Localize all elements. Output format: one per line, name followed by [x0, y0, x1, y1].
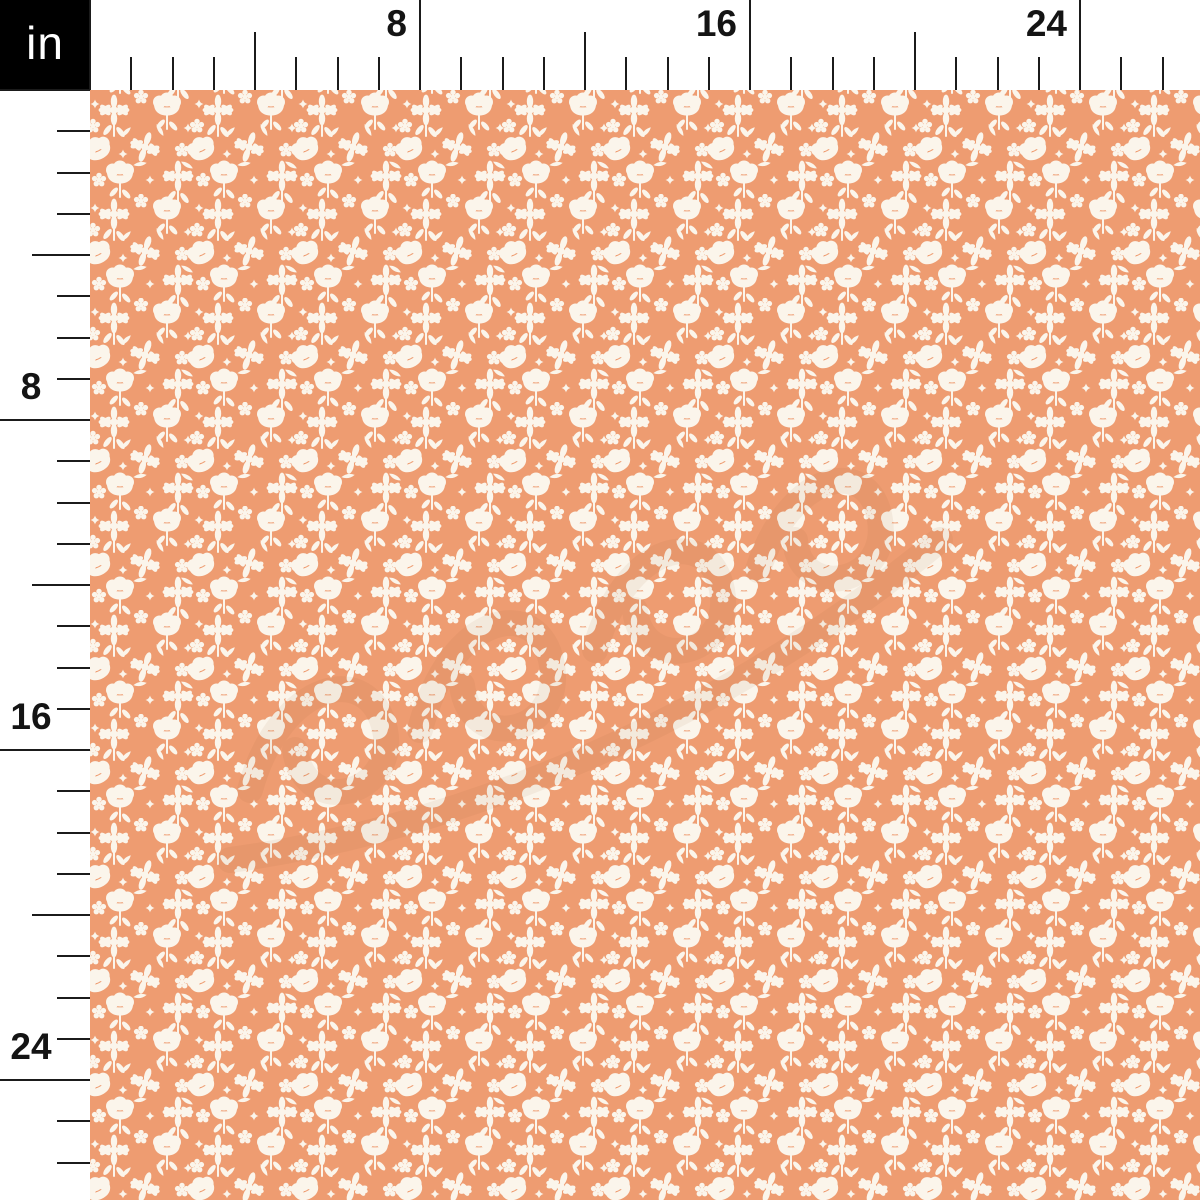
- watermark: [217, 467, 953, 873]
- tick-mark: [377, 57, 380, 90]
- tick-mark: [57, 831, 90, 834]
- tick-mark: [57, 171, 90, 174]
- tick-mark: [212, 57, 215, 90]
- tick-mark: [460, 57, 463, 90]
- ruler-label: 16: [695, 3, 737, 44]
- tick-mark: [336, 57, 339, 90]
- tick-mark: [57, 212, 90, 215]
- tick-mark: [57, 955, 90, 958]
- tick-mark: [1120, 57, 1123, 90]
- tick-mark: [790, 57, 793, 90]
- tick-mark: [57, 1037, 90, 1040]
- tick-mark: [419, 0, 421, 90]
- tick-mark: [542, 57, 545, 90]
- tick-mark: [57, 130, 90, 133]
- ruler-label: 16: [10, 696, 52, 737]
- tick-mark: [1161, 57, 1164, 90]
- tick-mark: [57, 1120, 90, 1123]
- tick-mark: [57, 295, 90, 298]
- ruler-label: 8: [20, 366, 42, 407]
- tick-mark: [57, 542, 90, 545]
- tick-mark: [130, 57, 133, 90]
- ruler-label: 24: [10, 1026, 52, 1067]
- tick-mark: [32, 914, 90, 916]
- tick-mark: [707, 57, 710, 90]
- tick-mark: [955, 57, 958, 90]
- tick-mark: [254, 32, 256, 90]
- tick-mark: [625, 57, 628, 90]
- tick-mark: [57, 1161, 90, 1164]
- tick-mark: [0, 89, 90, 91]
- ruler-label: 24: [1025, 3, 1067, 44]
- tick-mark: [57, 872, 90, 875]
- tick-mark: [57, 666, 90, 669]
- tick-mark: [32, 584, 90, 586]
- tick-mark: [831, 57, 834, 90]
- tick-mark: [584, 32, 586, 90]
- tick-mark: [1037, 57, 1040, 90]
- tick-mark: [749, 0, 751, 90]
- unit-label-box: in: [0, 0, 90, 90]
- tick-mark: [0, 419, 90, 421]
- tick-mark: [914, 32, 916, 90]
- tick-mark: [1079, 0, 1081, 90]
- tick-mark: [57, 460, 90, 463]
- tick-mark: [57, 501, 90, 504]
- floral-pattern-svg: [90, 90, 1200, 1200]
- floral-pattern-fill: [90, 90, 1200, 1200]
- tick-mark: [57, 707, 90, 710]
- tick-mark: [501, 57, 504, 90]
- tick-mark: [171, 57, 174, 90]
- tick-mark: [0, 1079, 90, 1081]
- tick-mark: [57, 625, 90, 628]
- tick-mark: [32, 254, 90, 256]
- tick-mark: [57, 996, 90, 999]
- tick-mark: [996, 57, 999, 90]
- tick-mark: [666, 57, 669, 90]
- fabric-swatch-preview: [90, 90, 1200, 1200]
- tick-mark: [872, 57, 875, 90]
- tick-mark: [0, 749, 90, 751]
- tick-mark: [89, 0, 91, 90]
- ruler-top: 8 16 24: [89, 0, 1200, 90]
- tick-mark: [57, 377, 90, 380]
- ruler-label: 8: [386, 3, 407, 44]
- tick-mark: [295, 57, 298, 90]
- tick-mark: [57, 790, 90, 793]
- tick-mark: [57, 336, 90, 339]
- ruler-left: 8 16 24: [0, 89, 90, 1200]
- unit-label: in: [26, 17, 64, 69]
